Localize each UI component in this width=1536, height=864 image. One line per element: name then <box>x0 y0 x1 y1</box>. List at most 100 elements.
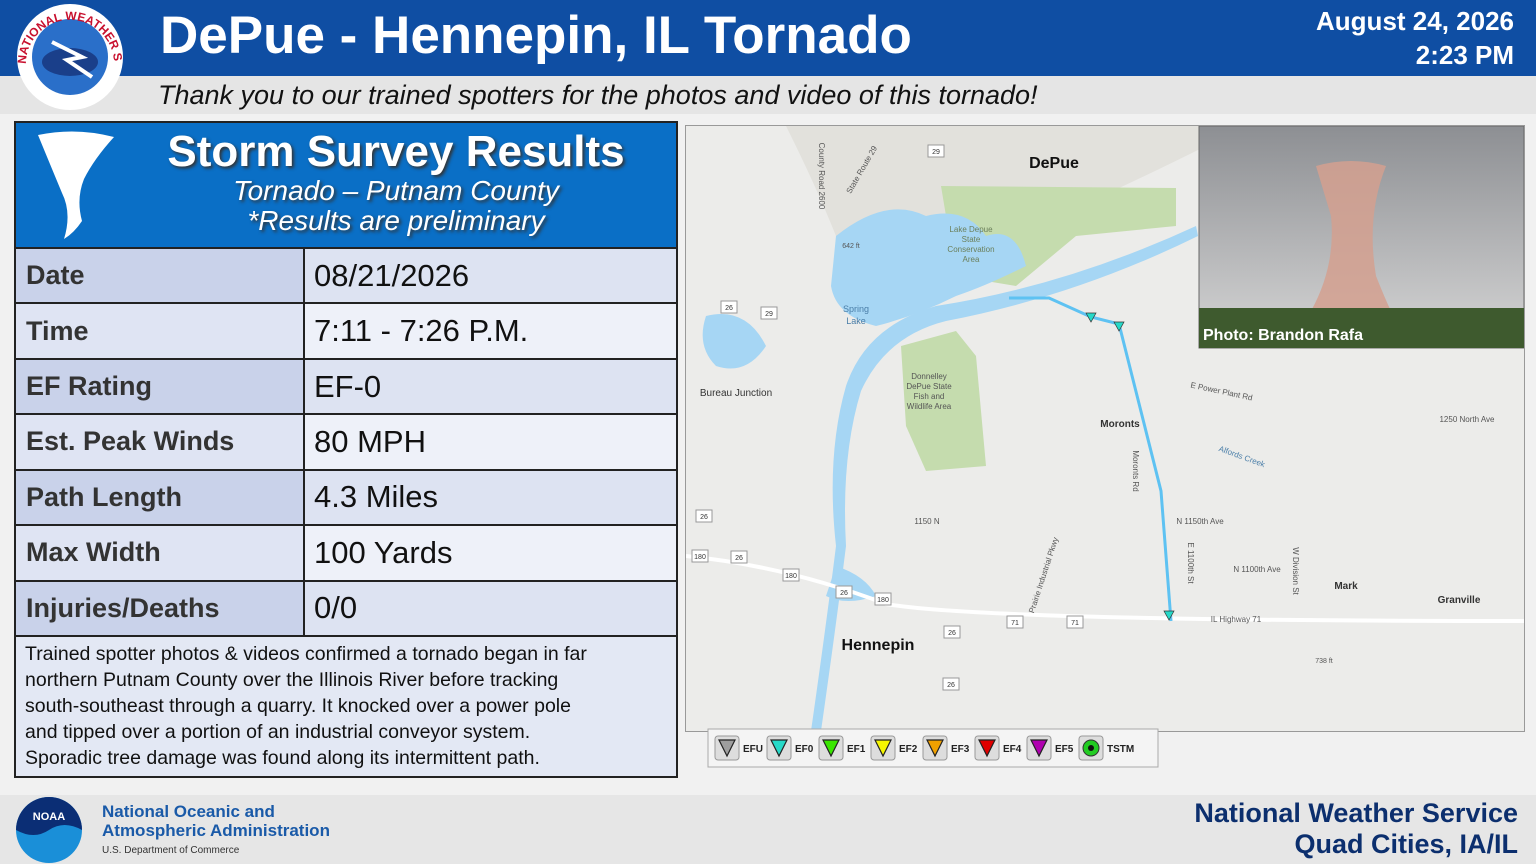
survey-row: Time 7:11 - 7:26 P.M. <box>16 304 676 360</box>
route-shield <box>942 677 960 691</box>
department: U.S. Department of Commerce <box>102 845 240 856</box>
survey-row: Est. Peak Winds 80 MPH <box>16 415 676 471</box>
map-label: Conservation <box>947 245 994 254</box>
row-label: EF Rating <box>16 359 305 416</box>
map-label: 1250 North Ave <box>1439 415 1495 424</box>
route-number: 26 <box>947 682 955 689</box>
map-label: DePue <box>1029 155 1079 172</box>
map-label: 738 ft <box>1315 658 1333 665</box>
row-label: Max Width <box>16 526 305 582</box>
legend-icon <box>822 739 840 758</box>
track-markers <box>1085 312 1175 621</box>
route-shield <box>720 300 738 314</box>
description-line: Sporadic tree damage was found along its… <box>25 747 540 769</box>
row-value: EF-0 <box>305 359 676 416</box>
date: August 24, 2026 <box>1316 6 1514 36</box>
route-number: 71 <box>1011 620 1019 627</box>
tornado-track <box>1009 296 1173 622</box>
map-label: N 1150th Ave <box>1176 517 1224 526</box>
map-label: County Road 2600 <box>817 143 826 210</box>
header-band <box>0 0 1536 76</box>
tornado-icon <box>38 131 114 239</box>
map: Photo: Brandon Rafa DePue Hennepin Bureau … <box>685 125 1525 732</box>
route-shield <box>1006 615 1024 629</box>
route-shield <box>782 568 800 582</box>
survey-panel: Storm Survey Results Tornado – Putnam Co… <box>14 121 678 778</box>
row-label: Injuries/Deaths <box>16 581 305 637</box>
row-value: 0/0 <box>305 581 676 637</box>
route-number: 180 <box>877 597 889 604</box>
map-label: Lake Depue <box>949 225 993 234</box>
row-label: Est. Peak Winds <box>16 415 305 471</box>
legend-icon <box>770 739 788 758</box>
legend-label: TSTM <box>1107 744 1134 755</box>
nws-logo: NATIONAL WEATHER SERVICE <box>12 2 125 110</box>
legend-icon <box>978 739 996 758</box>
row-label: Time <box>16 304 305 360</box>
legend-icon-dot <box>1088 745 1094 751</box>
row-value: 80 MPH <box>305 415 676 471</box>
route-shield <box>691 549 709 563</box>
photo-inset: Photo: Brandon Rafa <box>1198 126 1524 349</box>
description-line: northern Putnam County over the Illinois… <box>25 669 559 691</box>
survey-title: Storm Survey Results <box>167 127 625 176</box>
funnel <box>1311 161 1391 311</box>
route-number: 26 <box>700 514 708 521</box>
description-line: south-southeast through a quarry. It kno… <box>25 695 571 717</box>
route-number: 26 <box>725 305 733 312</box>
photo-credit: Photo: Brandon Rafa <box>1203 327 1363 344</box>
ef0-marker <box>1113 321 1125 332</box>
map-label: Moronts Rd <box>1131 450 1140 491</box>
legend-label: EF5 <box>1055 744 1074 755</box>
route-number: 180 <box>694 554 706 561</box>
row-value: 08/21/2026 <box>305 249 676 305</box>
legend-icon <box>718 739 736 758</box>
legend-label: EF2 <box>899 744 918 755</box>
map-label: Bureau Junction <box>700 388 772 399</box>
legend-label: EFU <box>743 744 763 755</box>
survey-row: EF Rating EF-0 <box>16 359 676 416</box>
map-label: Moronts <box>1100 419 1140 430</box>
route-shield <box>874 592 892 606</box>
survey-row: Path Length 4.3 Miles <box>16 470 676 527</box>
map-label: W Division St <box>1291 547 1300 595</box>
noaa-logo: NOAA <box>16 797 82 863</box>
route-shield <box>1066 615 1084 629</box>
map-label: N 1100th Ave <box>1233 565 1281 574</box>
route-shield <box>730 550 748 564</box>
survey-row: Date 08/21/2026 <box>16 249 676 305</box>
subtitle-band <box>0 76 1536 114</box>
map-label: IL Highway 71 <box>1211 615 1262 624</box>
survey-subtitle: Tornado – Putnam County <box>233 175 559 206</box>
row-value: 7:11 - 7:26 P.M. <box>305 304 676 360</box>
ef0-marker <box>1163 610 1175 621</box>
row-value: 4.3 Miles <box>305 470 676 527</box>
agency-line2: Atmospheric Administration <box>102 821 330 840</box>
map-label: Lake <box>846 316 866 326</box>
lake-depue <box>831 209 1026 326</box>
time: 2:23 PM <box>1415 40 1514 70</box>
row-label: Date <box>16 249 305 305</box>
survey-header <box>16 123 676 249</box>
route-number: 26 <box>948 630 956 637</box>
map-label: E 1100th St <box>1186 542 1195 584</box>
noaa-top <box>16 797 82 835</box>
map-label: DePue State <box>906 382 952 391</box>
legend-icon <box>874 739 892 758</box>
survey-row: Max Width 100 Yards <box>16 526 676 582</box>
map-label: 1150 N <box>914 517 939 526</box>
route-number: 26 <box>840 590 848 597</box>
description-line: Trained spotter photos & videos confirme… <box>25 643 587 665</box>
description-line: and tipped over a portion of an industri… <box>25 721 531 743</box>
title: DePue - Hennepin, IL Tornado <box>160 6 912 65</box>
map-label: Mark <box>1334 581 1358 592</box>
map-label: Granville <box>1438 595 1481 606</box>
description: Trained spotter photos & videos confirme… <box>25 641 670 771</box>
row-label: Path Length <box>16 470 305 527</box>
route-number: 26 <box>735 555 743 562</box>
map-label: Spring <box>843 304 869 314</box>
route-shield <box>760 306 778 320</box>
legend-icon <box>1030 739 1048 758</box>
logo-bolt <box>51 40 94 79</box>
